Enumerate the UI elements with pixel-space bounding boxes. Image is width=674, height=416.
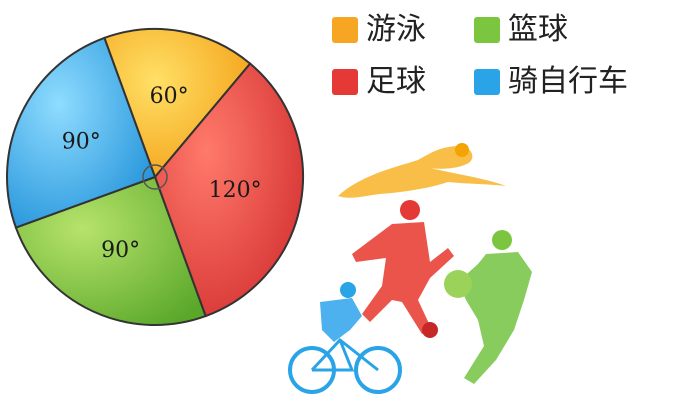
legend-swatch — [332, 69, 358, 95]
slice-label-basketball: 90° — [101, 238, 140, 263]
legend-label: 篮球 — [508, 12, 568, 47]
pie-center-marker — [142, 164, 168, 190]
slice-swimming — [103, 28, 252, 179]
slice-cycling — [6, 36, 157, 229]
slice-football — [153, 62, 304, 318]
legend-label: 游泳 — [366, 12, 426, 47]
legend-item-cycling: 骑自行车 — [474, 62, 628, 102]
slice-label-cycling: 90° — [62, 130, 101, 155]
legend-label: 骑自行车 — [508, 64, 628, 99]
slice-basketball — [14, 175, 207, 326]
legend-item-football: 足球 — [332, 62, 426, 102]
legend-swatch — [474, 17, 500, 43]
legend-item-swimming: 游泳 — [332, 10, 426, 50]
slice-label-football: 120° — [209, 178, 262, 203]
slice-label-swimming: 60° — [150, 84, 189, 109]
legend: 游泳 篮球 足球 骑自行车 — [332, 10, 672, 110]
athletes-illustration — [288, 143, 532, 394]
pie-chart: 60° 120° 90° 90° — [6, 28, 304, 326]
legend-swatch — [474, 69, 500, 95]
legend-swatch — [332, 17, 358, 43]
legend-item-basketball: 篮球 — [474, 10, 568, 50]
legend-label: 足球 — [366, 64, 426, 99]
